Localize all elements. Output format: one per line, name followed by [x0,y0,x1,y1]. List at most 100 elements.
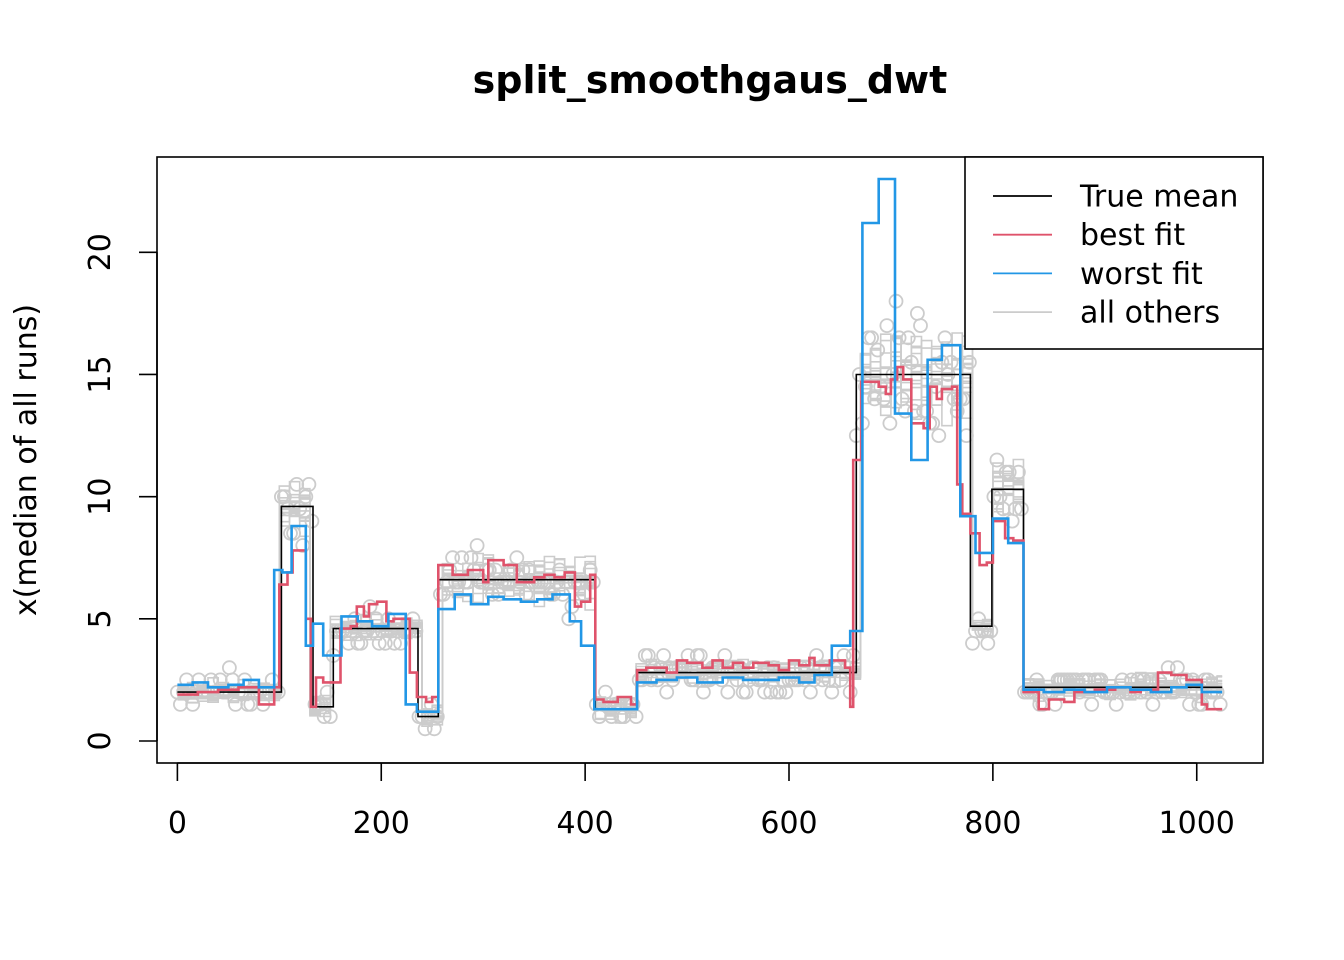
observation-point [454,550,470,566]
observation-point [1007,501,1023,517]
x-tick-label: 600 [760,806,817,841]
observation-point [903,354,919,370]
observation-point [879,318,895,334]
observation-point [1084,697,1100,712]
observation-point [983,623,999,639]
observation-point [861,330,876,346]
other-run-line [177,341,1223,717]
observation-point [962,354,977,370]
observation-point [864,330,879,346]
observation-point [322,709,338,724]
observation-point [833,672,849,688]
legend-label: True mean [1079,180,1238,215]
x-tick-label: 200 [353,806,410,841]
other-run-line [177,335,1223,726]
observation-point [735,684,751,700]
legend-label: best fit [1080,218,1185,253]
y-axis: 0 5 10 15 20 [83,233,158,751]
observation-point [185,697,201,712]
observation-point [295,538,311,553]
observation-point [689,648,705,663]
observation-point [286,525,302,541]
observation-point [980,635,996,651]
observation-point [1160,660,1176,676]
observation-point [891,330,907,346]
observation-point [763,684,779,700]
chart-title: split_smoothgaus_dwt [473,58,948,102]
other-run-line [177,345,1223,724]
observation-point [1011,464,1026,480]
observation-point [738,684,754,700]
observation-point [910,305,925,321]
observation-point [1212,697,1228,712]
observation-point [359,623,375,639]
observation-point [882,415,898,431]
observation-point [377,635,393,651]
observation-point [347,611,363,627]
observation-point [659,684,675,700]
observation-point [858,379,873,395]
y-tick-label: 10 [83,478,118,516]
y-tick-label: 5 [83,609,118,628]
series-line-best-fit [177,365,1223,711]
observation-point [1014,501,1029,517]
observation-point [989,452,1005,468]
x-axis: 0 200 400 600 800 1000 [168,762,1235,841]
observation-point [304,513,320,529]
x-tick-label: 400 [556,806,613,841]
legend-box [964,156,1264,350]
x-tick-label: 0 [168,806,187,841]
legend-label: worst fit [1080,257,1203,292]
observation-point [509,550,525,566]
x-tick-label: 800 [964,806,1021,841]
observation-point [900,330,916,346]
observation-point [931,428,947,444]
observation-point [720,684,736,700]
observation-point [1029,672,1045,688]
x-tick-label: 1000 [1159,806,1235,841]
series-line-worst-fit [177,177,1223,713]
observation-point [766,660,782,676]
observation-point [463,550,479,566]
all-others-layer [177,332,1223,727]
observation-point [301,476,317,492]
legend-label: all others [1080,296,1220,331]
observation-point [228,697,243,712]
observation-point [824,684,840,700]
observation-point [760,660,775,676]
observation-point [803,684,818,700]
observation-point [1108,697,1124,712]
observation-point [289,476,305,492]
observation-point [1001,464,1017,480]
observation-point [656,648,671,663]
observation-point [717,648,733,663]
observation-point [640,648,656,663]
observation-point [998,464,1014,480]
observation-point [637,648,653,663]
observation-point [714,672,730,688]
observation-point [809,648,824,663]
y-tick-label: 15 [83,355,118,393]
observation-point [1170,660,1185,676]
other-run-line [177,333,1223,727]
observation-point [350,635,366,651]
observation-point [965,635,980,651]
y-axis-label: x(median of all runs) [9,304,44,616]
observation-point [1142,672,1158,688]
observation-point [292,501,308,517]
y-tick-label: 20 [83,233,118,271]
observation-point [943,354,959,370]
observation-point [484,587,500,602]
observation-point [319,684,335,700]
observation-point [634,672,650,688]
observation-point [469,538,485,553]
other-run-line [177,345,1223,715]
series-layer [177,177,1223,718]
y-tick-label: 0 [83,731,118,750]
observation-point [867,391,882,407]
observation-point [870,342,886,358]
observation-point [913,318,928,334]
observation-point [986,489,1002,505]
